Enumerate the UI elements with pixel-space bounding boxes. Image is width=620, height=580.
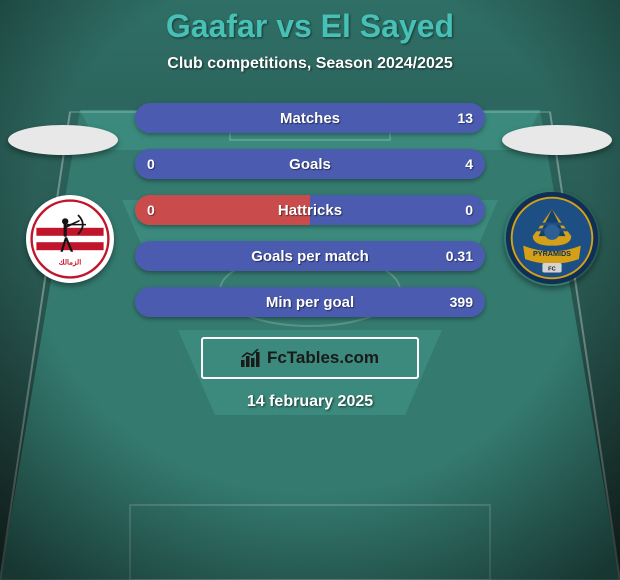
stat-row: Matches 13 (135, 103, 485, 133)
footer-date: 14 february 2025 (247, 393, 373, 411)
stat-value-left: 0 (147, 202, 155, 218)
stat-label: Goals (289, 156, 331, 173)
stat-row: Min per goal 399 (135, 287, 485, 317)
stat-row: Goals per match 0.31 (135, 241, 485, 271)
page-subtitle: Club competitions, Season 2024/2025 (167, 55, 452, 73)
stat-value-right: 0 (465, 202, 473, 218)
stat-value-right: 13 (457, 110, 473, 126)
stat-row: Hattricks 0 0 (135, 195, 485, 225)
chart-icon (241, 349, 261, 367)
stat-value-left: 0 (147, 156, 155, 172)
stat-value-right: 399 (450, 294, 473, 310)
stat-row: Goals 0 4 (135, 149, 485, 179)
stat-value-right: 0.31 (446, 248, 473, 264)
stat-label: Goals per match (251, 248, 369, 265)
page-title: Gaafar vs El Sayed (166, 8, 454, 45)
brand-box[interactable]: FcTables.com (201, 337, 419, 379)
stat-label: Min per goal (266, 294, 354, 311)
stats-container: Matches 13 Goals 0 4 Hattricks 0 0 Goals per mat… (135, 103, 485, 317)
brand-text: FcTables.com (267, 348, 379, 368)
stat-label: Matches (280, 110, 340, 127)
stat-value-right: 4 (465, 156, 473, 172)
stat-label: Hattricks (278, 202, 342, 219)
